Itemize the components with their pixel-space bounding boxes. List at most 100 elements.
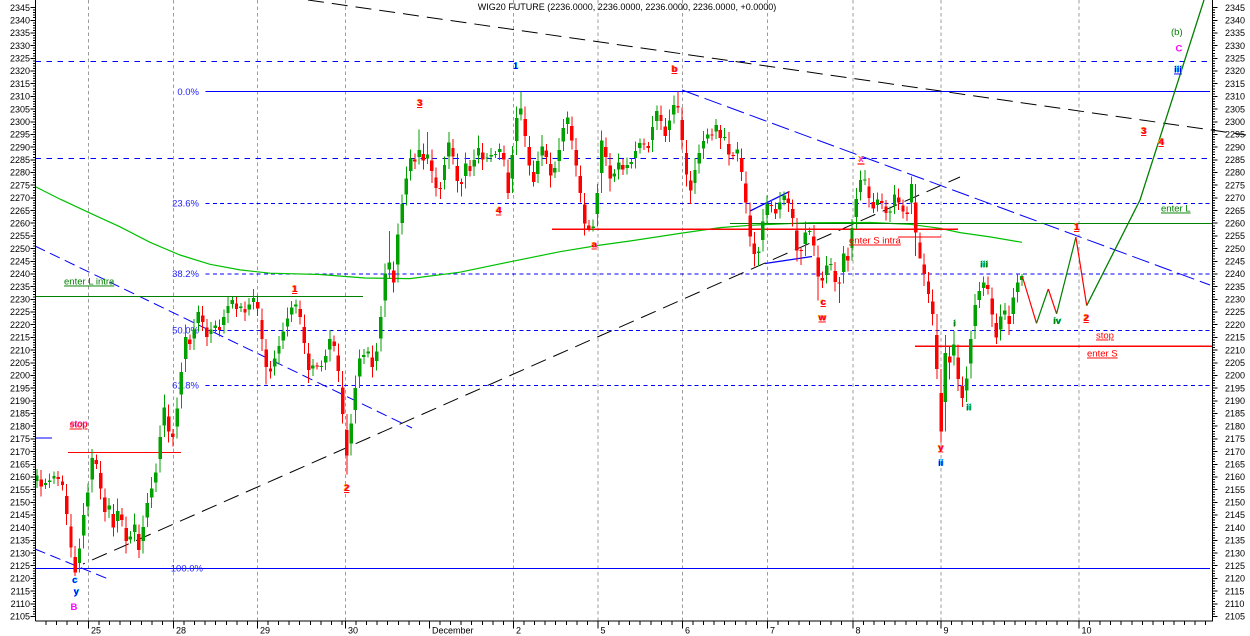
svg-text:2275: 2275 bbox=[10, 180, 30, 190]
svg-text:iv: iv bbox=[1053, 316, 1062, 327]
svg-text:b: b bbox=[671, 64, 677, 75]
svg-text:2205: 2205 bbox=[1225, 358, 1245, 368]
svg-text:2320: 2320 bbox=[1225, 66, 1245, 76]
svg-text:December: December bbox=[432, 626, 474, 636]
svg-text:2160: 2160 bbox=[1225, 472, 1245, 482]
svg-text:2330: 2330 bbox=[10, 41, 30, 51]
svg-text:2240: 2240 bbox=[1225, 269, 1245, 279]
svg-text:2330: 2330 bbox=[1225, 41, 1245, 51]
svg-text:2200: 2200 bbox=[10, 371, 30, 381]
svg-text:ii: ii bbox=[966, 403, 971, 414]
svg-text:2175: 2175 bbox=[1225, 434, 1245, 444]
svg-text:2250: 2250 bbox=[1225, 244, 1245, 254]
svg-text:2180: 2180 bbox=[1225, 421, 1245, 431]
svg-text:a: a bbox=[592, 240, 598, 251]
svg-text:2135: 2135 bbox=[1225, 536, 1245, 546]
svg-text:2170: 2170 bbox=[1225, 447, 1245, 457]
svg-text:2335: 2335 bbox=[1225, 28, 1245, 38]
svg-text:2: 2 bbox=[344, 483, 349, 494]
svg-text:9: 9 bbox=[944, 626, 949, 636]
svg-text:25: 25 bbox=[91, 626, 101, 636]
svg-text:2250: 2250 bbox=[10, 244, 30, 254]
svg-text:2200: 2200 bbox=[1225, 371, 1245, 381]
svg-text:w: w bbox=[817, 312, 826, 323]
svg-text:stop: stop bbox=[1096, 331, 1114, 342]
svg-text:2335: 2335 bbox=[10, 28, 30, 38]
svg-text:100.0%: 100.0% bbox=[171, 564, 204, 575]
svg-text:stop: stop bbox=[70, 420, 88, 431]
svg-text:4: 4 bbox=[497, 206, 503, 217]
svg-text:C: C bbox=[1176, 44, 1183, 55]
svg-text:2275: 2275 bbox=[1225, 180, 1245, 190]
svg-text:2255: 2255 bbox=[10, 231, 30, 241]
svg-text:c: c bbox=[821, 297, 826, 308]
svg-text:5: 5 bbox=[601, 626, 606, 636]
svg-text:2140: 2140 bbox=[1225, 523, 1245, 533]
svg-text:2185: 2185 bbox=[10, 409, 30, 419]
svg-text:2155: 2155 bbox=[10, 485, 30, 495]
svg-text:4: 4 bbox=[496, 206, 502, 217]
svg-text:c: c bbox=[72, 575, 77, 586]
svg-text:y: y bbox=[74, 586, 80, 597]
svg-text:2220: 2220 bbox=[1225, 320, 1245, 330]
svg-text:4: 4 bbox=[1158, 137, 1164, 148]
svg-text:enter S intra: enter S intra bbox=[849, 236, 901, 247]
svg-text:iv: iv bbox=[1054, 316, 1063, 327]
svg-text:4: 4 bbox=[1159, 137, 1165, 148]
svg-text:2145: 2145 bbox=[10, 510, 30, 520]
svg-text:2285: 2285 bbox=[10, 155, 30, 165]
svg-text:2325: 2325 bbox=[10, 54, 30, 64]
svg-text:2165: 2165 bbox=[10, 460, 30, 470]
svg-text:2345: 2345 bbox=[1225, 3, 1245, 13]
svg-text:8: 8 bbox=[856, 626, 861, 636]
svg-text:2180: 2180 bbox=[10, 421, 30, 431]
svg-text:2340: 2340 bbox=[10, 16, 30, 26]
svg-text:1: 1 bbox=[293, 284, 299, 295]
svg-text:2125: 2125 bbox=[1225, 561, 1245, 571]
svg-text:30: 30 bbox=[348, 626, 358, 636]
svg-text:2125: 2125 bbox=[10, 561, 30, 571]
svg-text:i: i bbox=[953, 319, 956, 330]
svg-text:7: 7 bbox=[770, 626, 775, 636]
svg-text:23.6%: 23.6% bbox=[172, 199, 199, 210]
svg-text:enter S: enter S bbox=[1087, 349, 1118, 360]
svg-text:3: 3 bbox=[1140, 126, 1145, 137]
svg-text:2345: 2345 bbox=[10, 3, 30, 13]
svg-text:2310: 2310 bbox=[10, 92, 30, 102]
svg-text:2165: 2165 bbox=[1225, 460, 1245, 470]
svg-text:2235: 2235 bbox=[1225, 282, 1245, 292]
svg-text:2170: 2170 bbox=[10, 447, 30, 457]
svg-text:y: y bbox=[939, 443, 945, 454]
svg-text:iii: iii bbox=[1175, 64, 1183, 75]
svg-text:2110: 2110 bbox=[1225, 599, 1244, 609]
svg-text:2130: 2130 bbox=[1225, 548, 1245, 558]
svg-text:2: 2 bbox=[516, 626, 521, 636]
svg-text:2285: 2285 bbox=[1225, 155, 1245, 165]
svg-text:3: 3 bbox=[417, 98, 422, 109]
svg-text:2240: 2240 bbox=[10, 269, 30, 279]
svg-text:1: 1 bbox=[292, 284, 298, 295]
svg-text:2280: 2280 bbox=[10, 168, 30, 178]
svg-text:2175: 2175 bbox=[10, 434, 30, 444]
svg-text:2245: 2245 bbox=[1225, 257, 1245, 267]
svg-text:2255: 2255 bbox=[1225, 231, 1245, 241]
svg-text:ii: ii bbox=[938, 458, 943, 469]
svg-text:61.8%: 61.8% bbox=[172, 381, 199, 392]
svg-text:2315: 2315 bbox=[1225, 79, 1245, 89]
svg-text:2150: 2150 bbox=[10, 498, 30, 508]
svg-text:2270: 2270 bbox=[10, 193, 30, 203]
svg-text:2320: 2320 bbox=[10, 66, 30, 76]
svg-text:y: y bbox=[74, 587, 80, 598]
svg-text:2: 2 bbox=[345, 483, 350, 494]
svg-text:ii: ii bbox=[967, 402, 972, 413]
svg-text:iii: iii bbox=[981, 259, 989, 270]
svg-text:2340: 2340 bbox=[1225, 16, 1245, 26]
svg-text:2260: 2260 bbox=[1225, 218, 1245, 228]
svg-text:2295: 2295 bbox=[10, 130, 30, 140]
svg-text:i: i bbox=[954, 318, 957, 329]
svg-text:4: 4 bbox=[495, 205, 501, 216]
svg-text:(b): (b) bbox=[1171, 27, 1183, 38]
svg-text:B: B bbox=[71, 602, 78, 613]
svg-text:6: 6 bbox=[685, 626, 690, 636]
svg-text:a: a bbox=[591, 239, 597, 250]
